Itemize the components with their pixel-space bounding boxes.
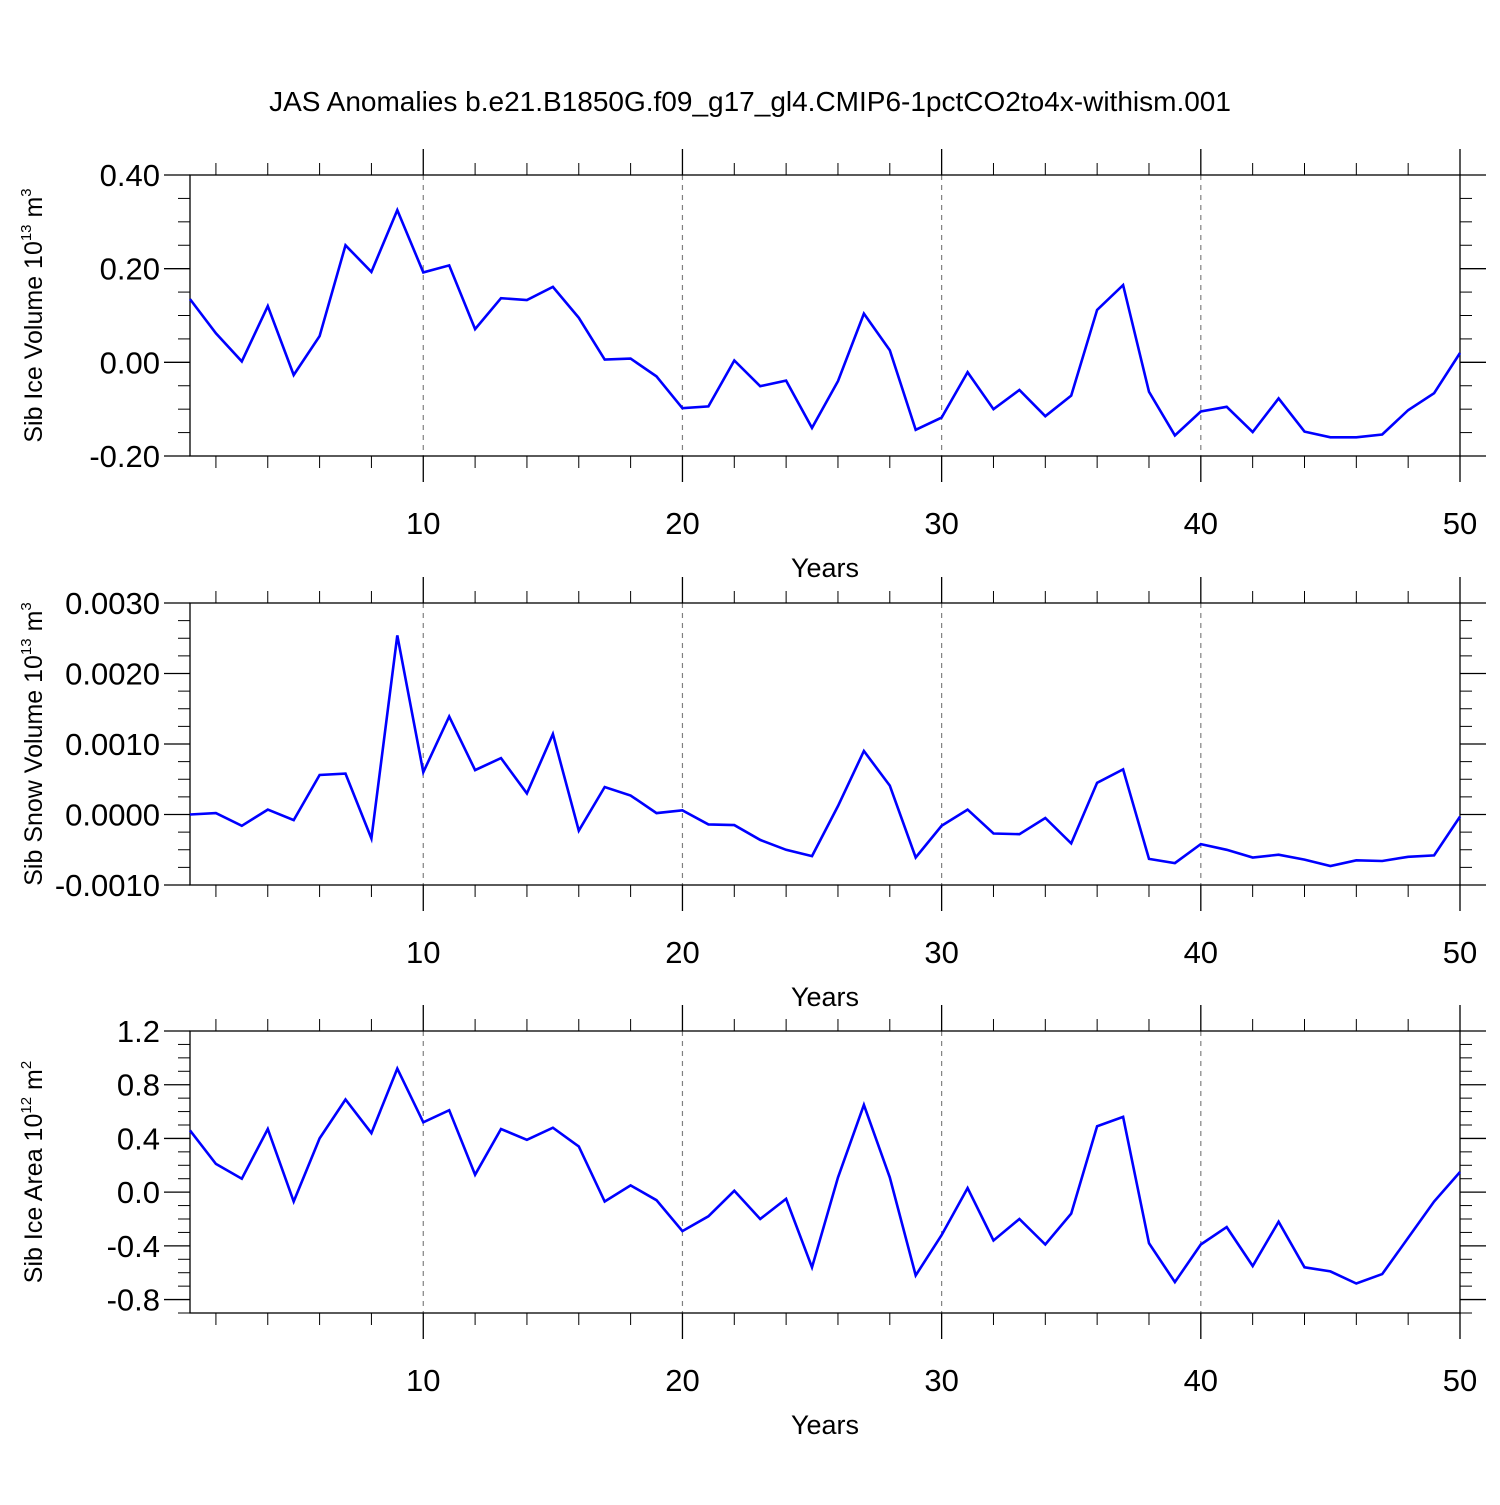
panel-3: 10 20 30 40 50 Years -0.8 -0.4 0.0 0.4 0.8 1.2 Sib I… — [18, 1005, 1486, 1440]
x-tick-label: 40 — [1184, 506, 1218, 541]
y-tick-label: -0.20 — [89, 439, 160, 474]
y-tick-label: 0.0030 — [65, 586, 160, 621]
x-tick-label: 30 — [924, 1363, 958, 1398]
x-axis-label: Years — [791, 553, 859, 583]
plot-frame — [189, 1030, 1461, 1314]
panel-1: 10 20 30 40 50 Years -0.20 0.00 0.20 0.40 Sib Ice … — [18, 149, 1486, 583]
x-tick-label: 30 — [924, 935, 958, 970]
x-tick-label: 20 — [665, 1363, 699, 1398]
x-tick-label: 10 — [406, 506, 440, 541]
y-tick-label: -0.8 — [107, 1283, 160, 1318]
plot-frame — [189, 602, 1461, 886]
x-axis-label: Years — [791, 982, 859, 1012]
x-tick-label: 20 — [665, 506, 699, 541]
figure-title: JAS Anomalies b.e21.B1850G.f09_g17_gl4.C… — [269, 86, 1231, 117]
y-tick-label: 0.0 — [117, 1175, 160, 1210]
x-tick-label: 50 — [1443, 1363, 1477, 1398]
y-axis-label: Sib Snow Volume 1013 m3 — [18, 602, 48, 886]
y-tick-label: 0.0000 — [65, 798, 160, 833]
panel-2: 10 20 30 40 50 Years -0.0010 0.0000 0.0010 0.0020… — [18, 577, 1486, 1012]
x-tick-label: 40 — [1184, 1363, 1218, 1398]
x-tick-label: 30 — [924, 506, 958, 541]
x-tick-label: 10 — [406, 1363, 440, 1398]
plot-frame — [189, 174, 1461, 457]
y-tick-label: 0.00 — [100, 345, 160, 380]
series-line-1 — [189, 635, 1462, 868]
y-tick-label: 0.0020 — [65, 657, 160, 692]
x-axis-label: Years — [791, 1410, 859, 1440]
y-tick-label: 0.20 — [100, 252, 160, 287]
y-axis-label: Sib Ice Volume 1013 m3 — [18, 188, 48, 442]
y-tick-label: 0.8 — [117, 1068, 160, 1103]
y-tick-label: -0.4 — [107, 1229, 160, 1264]
y-tick-label: 0.0010 — [65, 727, 160, 762]
y-tick-label: 0.4 — [117, 1121, 160, 1156]
x-tick-label: 50 — [1443, 506, 1477, 541]
y-tick-label: -0.0010 — [55, 868, 160, 903]
y-tick-label: 0.40 — [100, 158, 160, 193]
series-line-1 — [188, 206, 1462, 439]
x-tick-label: 40 — [1184, 935, 1218, 970]
x-tick-label: 10 — [406, 935, 440, 970]
y-tick-label: 1.2 — [117, 1014, 160, 1049]
y-axis-label: Sib Ice Area 1012 m2 — [18, 1061, 48, 1283]
x-tick-label: 50 — [1443, 935, 1477, 970]
x-tick-label: 20 — [665, 935, 699, 970]
series-line-1 — [188, 1065, 1461, 1285]
